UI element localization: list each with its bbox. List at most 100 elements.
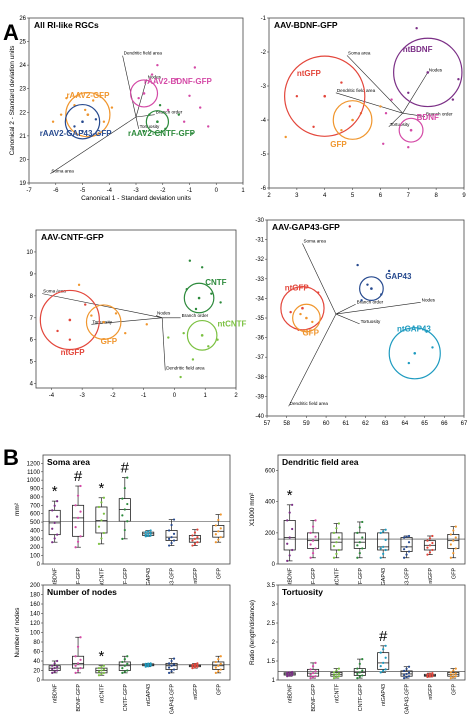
data-point — [121, 497, 124, 500]
data-point — [358, 541, 361, 544]
data-point — [188, 259, 192, 262]
group-centroid — [413, 351, 417, 355]
data-point — [358, 552, 361, 555]
biplot-vector-label: Nodes — [422, 297, 436, 302]
biplot-vector — [161, 317, 166, 371]
data-point — [311, 539, 315, 542]
data-point — [356, 667, 359, 670]
data-point — [337, 522, 341, 525]
data-point — [56, 500, 59, 503]
y-tick-label: -31 — [255, 238, 264, 244]
data-point — [379, 531, 382, 534]
y-tick-label: 100 — [30, 631, 41, 637]
biplot-vector — [122, 55, 137, 118]
group-label: GAP43 — [385, 272, 412, 281]
data-point — [102, 496, 106, 499]
data-point — [97, 670, 101, 673]
data-point — [337, 675, 341, 678]
biplot-vector — [288, 313, 337, 407]
biplot-vector — [402, 112, 426, 117]
data-point — [196, 528, 199, 531]
group-circle — [393, 37, 463, 108]
data-point — [56, 533, 59, 536]
data-point — [314, 661, 317, 665]
y-tick-label: -35 — [255, 316, 264, 322]
scatter-bdnf: AAV-BDNF-GFP 2 3 4 5 6 7 8 9 -6 -5 -4 -3 -2 -1 Soma are… — [261, 16, 467, 199]
y-tick-label: 21 — [19, 134, 26, 140]
data-point — [193, 531, 197, 534]
data-point — [193, 542, 197, 545]
y-tick-label: 200 — [30, 583, 41, 589]
data-point — [335, 541, 338, 544]
data-point — [79, 484, 82, 488]
plot-frame — [42, 454, 231, 565]
plot-frame — [28, 17, 244, 184]
biplot-vector-label: Branch order — [357, 299, 384, 304]
data-point — [428, 551, 432, 554]
data-point — [452, 539, 455, 542]
y-tick-label: 120 — [30, 621, 41, 627]
box — [283, 520, 296, 551]
data-point — [149, 531, 152, 535]
x-tick-label: -4 — [49, 393, 55, 399]
data-point — [170, 541, 173, 545]
data-point — [454, 525, 457, 528]
data-point — [207, 345, 210, 348]
category-label: GAP43-GFP — [170, 568, 176, 599]
data-point — [126, 502, 129, 506]
data-point — [100, 519, 103, 522]
data-point — [74, 504, 77, 507]
data-point — [79, 535, 82, 538]
data-point — [384, 528, 387, 531]
data-point — [79, 658, 82, 661]
group-centroid — [426, 71, 430, 74]
data-point — [102, 664, 106, 667]
category-label: ntGAP43 — [146, 684, 152, 706]
data-point — [121, 671, 124, 674]
data-point — [100, 537, 103, 540]
box — [377, 532, 390, 551]
data-point — [219, 668, 222, 671]
group-centroid — [301, 306, 304, 310]
data-point — [147, 530, 150, 533]
y-tick-label: 10 — [26, 250, 33, 256]
data-point — [100, 665, 103, 669]
y-tick-label: 200 — [30, 545, 41, 551]
data-point — [311, 525, 315, 528]
plot-frame — [42, 584, 231, 681]
group-label: GFP — [330, 140, 347, 149]
significance-marker: * — [52, 483, 58, 500]
data-point — [219, 655, 222, 658]
data-point — [382, 661, 385, 665]
data-point — [314, 519, 317, 522]
x-tick-label: 0 — [173, 393, 177, 399]
biplot-vector — [335, 92, 403, 114]
data-point — [76, 494, 80, 497]
data-point — [144, 533, 147, 536]
y-axis-label: Ratio (length/distance) — [249, 600, 256, 665]
data-point — [449, 674, 452, 677]
data-point — [309, 531, 312, 534]
data-point — [214, 666, 217, 669]
data-point — [51, 541, 54, 544]
data-point — [340, 81, 343, 84]
data-point — [449, 543, 452, 546]
data-point — [358, 526, 361, 529]
group-label: ntGAP43 — [397, 325, 431, 334]
scatter-gap43: AAV-GAP43-GFP 57 58 59 60 61 62 63 64 65 66 67 -30 -3… — [255, 218, 468, 427]
data-point — [188, 94, 191, 97]
data-point — [402, 536, 406, 539]
biplot-vector — [42, 293, 163, 319]
data-point — [286, 671, 289, 674]
data-point — [217, 664, 220, 667]
data-point — [457, 78, 460, 81]
group-centroid — [102, 320, 105, 324]
data-point — [452, 673, 455, 676]
x-tick-label: -2 — [110, 393, 116, 399]
box — [447, 534, 460, 549]
data-point — [407, 91, 410, 95]
y-tick-label: 24 — [19, 63, 26, 69]
data-point — [74, 526, 77, 529]
category-label: ntCNTF — [99, 683, 105, 703]
y-tick-label: 160 — [30, 602, 41, 608]
